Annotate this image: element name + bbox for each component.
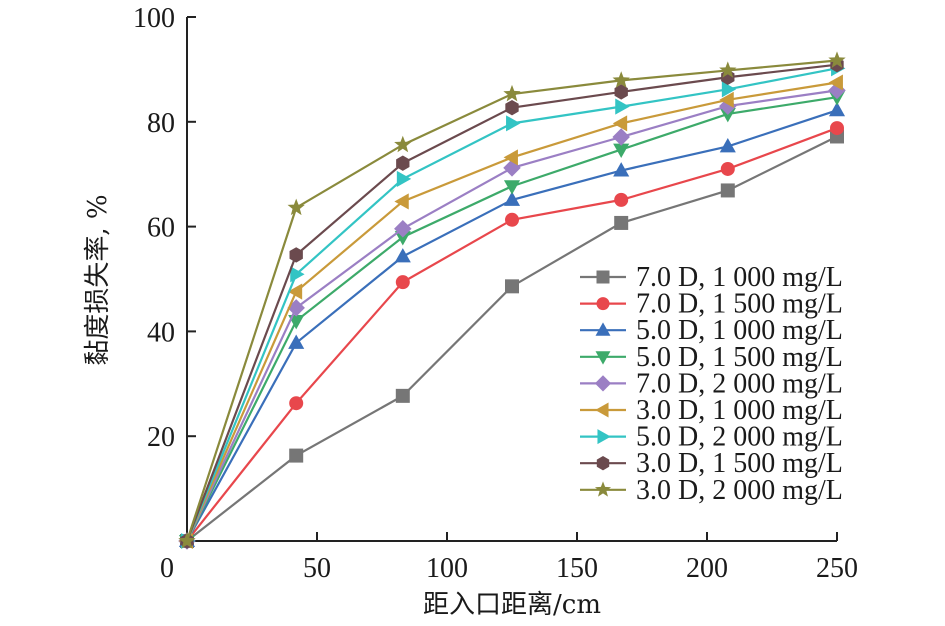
x-axis-title: 距入口距离/cm	[423, 590, 601, 620]
axes: 20 40 60 80 100 0 50 100 150 200 250	[133, 3, 858, 584]
data-point-star	[394, 135, 412, 153]
y-axis-title: 黏度损失率, %	[83, 194, 113, 365]
data-point-triangle-right	[721, 81, 737, 98]
data-point-triangle-down	[719, 107, 736, 123]
data-point-hexagon	[614, 84, 628, 100]
legend-label: 7.0 D, 1 000 mg/L	[636, 262, 843, 293]
data-point-triangle-left	[503, 149, 518, 166]
y-tick-label: 20	[147, 422, 175, 453]
data-point-square	[720, 183, 735, 198]
data-point-triangle-up	[613, 162, 630, 177]
legend-marker-triangle-right	[597, 429, 611, 445]
data-point-triangle-left	[612, 115, 628, 132]
data-point-circle	[720, 161, 735, 176]
data-point-triangle-down	[394, 231, 411, 246]
data-point-square	[505, 279, 519, 294]
data-point-triangle-right	[506, 115, 521, 132]
y-tick-label: 80	[147, 108, 175, 139]
legend-marker-diamond	[594, 375, 612, 392]
data-point-circle	[505, 212, 519, 227]
data-point-star	[719, 61, 737, 78]
series-2	[180, 121, 844, 548]
data-point-star	[612, 71, 630, 88]
x-tick-label: 100	[426, 553, 468, 584]
data-point-triangle-up	[288, 334, 305, 349]
data-point-triangle-up	[503, 191, 521, 206]
legend-item: 7.0 D, 1 500 mg/L	[580, 289, 843, 320]
x-tick-label: 150	[556, 553, 598, 584]
x-tick-label: 0	[160, 553, 174, 584]
legend-marker-triangle-left	[595, 402, 609, 418]
legend-item: 3.0 D, 2 000 mg/L	[580, 475, 843, 506]
y-tick-label: 40	[147, 317, 175, 348]
data-point-hexagon	[505, 99, 519, 116]
data-point-triangle-left	[719, 91, 734, 108]
data-point-square	[395, 388, 410, 403]
y-tick-label: 60	[147, 213, 175, 244]
data-point-triangle-up	[394, 248, 411, 263]
data-point-triangle-right	[290, 266, 305, 283]
data-point-square	[614, 215, 629, 230]
series-layer	[178, 51, 846, 550]
data-point-triangle-up	[828, 101, 846, 117]
data-point-circle	[395, 275, 410, 290]
legend-label: 3.0 D, 1 500 mg/L	[636, 448, 843, 479]
data-point-star	[178, 531, 196, 549]
data-point-triangle-left	[828, 74, 843, 91]
legend-label: 5.0 D, 2 000 mg/L	[636, 422, 843, 453]
data-point-circle	[289, 396, 304, 411]
data-point-hexagon	[289, 247, 303, 263]
legend-label: 5.0 D, 1 000 mg/L	[636, 315, 843, 346]
legend-label: 3.0 D, 2 000 mg/L	[636, 475, 843, 506]
data-point-diamond	[612, 128, 630, 146]
y-tick-label: 100	[133, 3, 175, 34]
data-point-circle	[614, 192, 629, 207]
series-7	[181, 60, 846, 550]
legend-marker-triangle-up	[595, 322, 611, 336]
data-point-triangle-up	[719, 138, 736, 153]
data-point-triangle-left	[394, 193, 409, 210]
legend-marker-triangle-down	[595, 351, 611, 365]
data-point-star	[503, 84, 521, 102]
legend: 7.0 D, 1 000 mg/L7.0 D, 1 500 mg/L5.0 D,…	[580, 262, 843, 506]
legend-marker-hexagon	[596, 456, 610, 471]
data-point-star	[828, 51, 846, 68]
legend-marker-square	[596, 270, 610, 284]
x-tick-label: 250	[816, 553, 858, 584]
data-point-triangle-right	[396, 170, 412, 187]
data-point-triangle-left	[287, 283, 303, 300]
data-point-triangle-down	[503, 180, 521, 195]
legend-item: 5.0 D, 1 000 mg/L	[580, 315, 843, 346]
x-tick-label: 50	[303, 553, 331, 584]
legend-marker-star	[594, 481, 612, 497]
data-point-triangle-down	[613, 143, 630, 158]
data-point-hexagon	[396, 155, 410, 171]
legend-label: 5.0 D, 1 500 mg/L	[636, 342, 843, 373]
data-point-diamond	[394, 219, 412, 238]
data-point-triangle-right	[615, 98, 630, 115]
legend-label: 7.0 D, 1 500 mg/L	[636, 289, 843, 320]
data-point-star	[287, 198, 305, 216]
legend-item: 7.0 D, 2 000 mg/L	[580, 368, 843, 399]
legend-item: 5.0 D, 1 500 mg/L	[580, 342, 843, 373]
series-9	[178, 51, 846, 549]
legend-item: 5.0 D, 2 000 mg/L	[580, 422, 843, 453]
legend-label: 3.0 D, 1 000 mg/L	[636, 395, 843, 426]
x-tick-label: 200	[686, 553, 728, 584]
data-point-circle	[830, 121, 844, 136]
data-point-square	[289, 448, 304, 463]
legend-item: 3.0 D, 1 500 mg/L	[580, 448, 843, 479]
legend-item: 7.0 D, 1 000 mg/L	[580, 262, 843, 293]
legend-marker-circle	[596, 297, 610, 311]
legend-item: 3.0 D, 1 000 mg/L	[580, 395, 843, 426]
legend-label: 7.0 D, 2 000 mg/L	[636, 368, 843, 399]
